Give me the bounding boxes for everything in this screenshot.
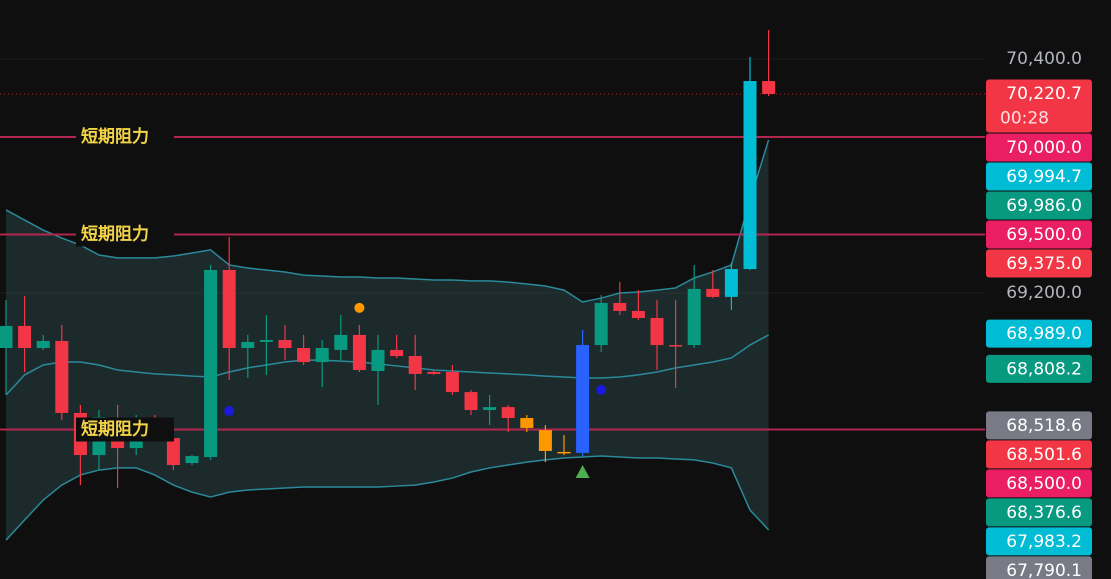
level-label-bg (76, 125, 174, 150)
price-label-box (986, 162, 1092, 191)
price-label: 69,986.0 (1006, 196, 1082, 216)
band-middle (5, 334, 769, 396)
price-label: 68,376.6 (1006, 503, 1082, 523)
candle-body (390, 349, 404, 356)
candle-body (706, 288, 720, 297)
price-label: 68,989.0 (1006, 324, 1082, 344)
candle-body (297, 348, 311, 363)
level-label-bg (76, 417, 174, 442)
candle-body (650, 317, 664, 346)
price-label: 69,994.7 (1006, 167, 1082, 187)
price-label-box (986, 79, 1092, 133)
level-label: 短期阻力 (81, 224, 149, 245)
price-label: 68,518.6 (1006, 416, 1082, 436)
candle-body (408, 355, 422, 374)
price-label-box (986, 411, 1092, 440)
y-tick-label: 70,400.0 (1006, 49, 1082, 69)
signal-dot (224, 405, 235, 416)
price-label: 70,220.7 (1006, 84, 1082, 104)
candle-body (352, 334, 366, 371)
candle-body (166, 438, 180, 466)
candle-body (55, 340, 69, 413)
band-lower (5, 455, 770, 541)
price-label: 69,500.0 (1006, 225, 1082, 245)
level-label-bg (76, 222, 174, 247)
price-label: 68,500.0 (1006, 474, 1082, 494)
candle-body (0, 325, 13, 349)
candle-body (222, 269, 236, 349)
countdown: 00:28 (1000, 108, 1049, 128)
candle-body (762, 81, 776, 94)
candle-body (278, 340, 292, 349)
level-label: 短期阻力 (81, 419, 149, 440)
candle-body (724, 269, 738, 297)
candle-body (204, 269, 218, 458)
y-tick-label: 69,200.0 (1006, 283, 1082, 303)
price-label-box (986, 469, 1092, 498)
candle-body (334, 334, 348, 350)
price-label: 68,808.2 (1006, 359, 1082, 379)
candle-body (687, 288, 701, 346)
candle-body (631, 310, 645, 318)
price-label-box (986, 220, 1092, 249)
candle-body (576, 345, 590, 453)
candle-body (538, 430, 552, 451)
price-label: 68,501.6 (1006, 445, 1082, 465)
price-label-box (986, 440, 1092, 469)
price-label: 67,790.1 (1006, 561, 1082, 579)
level-label: 短期阻力 (81, 126, 149, 147)
candle-body (259, 340, 273, 342)
price-label-box (986, 556, 1092, 579)
price-label: 67,983.2 (1006, 532, 1082, 552)
price-label-box (986, 133, 1092, 162)
band-upper (5, 139, 770, 303)
candle-body (18, 325, 32, 349)
candle-body (520, 418, 534, 428)
candle-body (613, 302, 627, 311)
price-label-box (986, 249, 1092, 278)
candle-body (315, 348, 329, 363)
price-label-box (986, 354, 1092, 383)
candle-body (464, 392, 478, 411)
candle-body (445, 371, 459, 393)
candle-body (557, 451, 571, 454)
candle-body (483, 407, 497, 411)
candle-body (241, 341, 255, 349)
price-label-box (986, 498, 1092, 527)
price-label: 70,000.0 (1006, 138, 1082, 158)
price-label-box (986, 319, 1092, 348)
signal-dot (354, 302, 365, 313)
candle-body (669, 345, 683, 347)
price-label-box (986, 527, 1092, 556)
signal-dot (596, 384, 607, 395)
candle-body (371, 349, 385, 372)
candle-body (427, 371, 441, 374)
candle-body (36, 340, 50, 349)
price-label: 69,375.0 (1006, 254, 1082, 274)
price-label-box (986, 191, 1092, 220)
signal-triangle (575, 465, 590, 479)
candle-body (185, 456, 199, 464)
candle-body (594, 302, 608, 346)
candle-body (743, 81, 757, 270)
candle-body (501, 407, 515, 419)
